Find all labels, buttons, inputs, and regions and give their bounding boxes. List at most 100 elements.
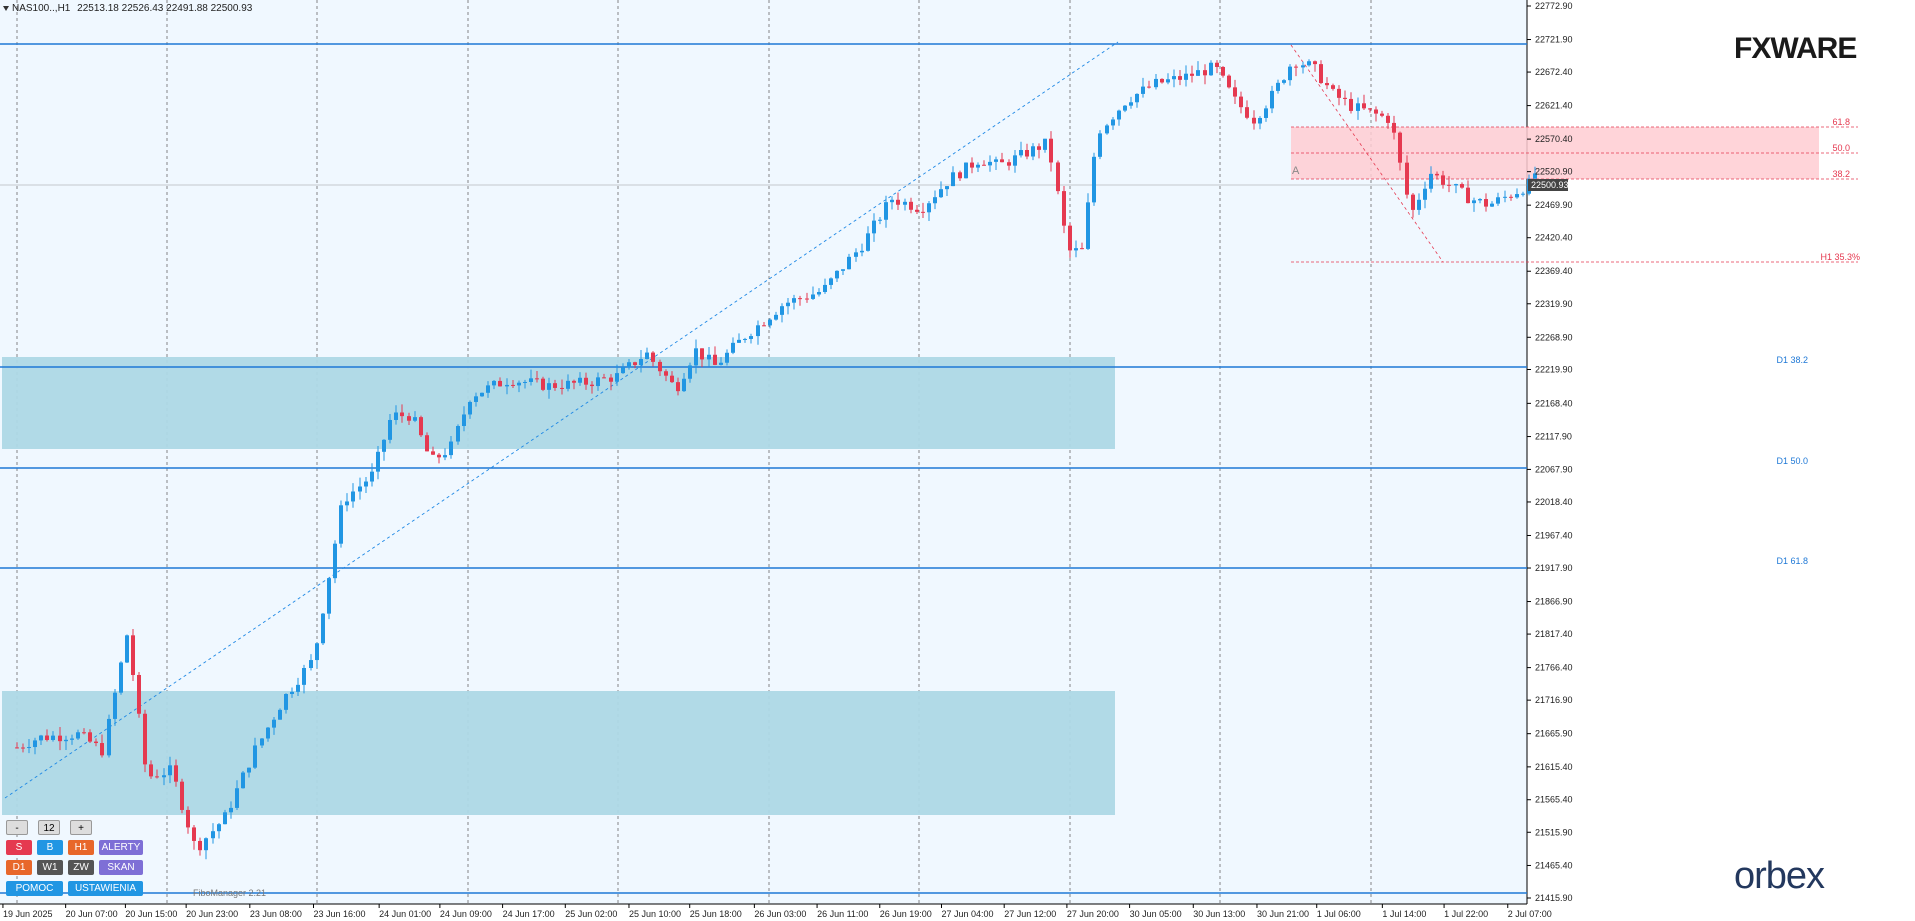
candle-body bbox=[388, 419, 392, 440]
decrease-button[interactable]: - bbox=[6, 820, 28, 835]
time-label: 19 Jun 2025 bbox=[3, 909, 53, 919]
candle-body bbox=[615, 373, 619, 382]
candle-body bbox=[1086, 202, 1090, 249]
price-label: 22621.40 bbox=[1535, 101, 1573, 111]
candle-body bbox=[1417, 199, 1421, 210]
swing-line bbox=[1290, 44, 1444, 263]
candle-body bbox=[1239, 96, 1243, 108]
candle-body bbox=[1496, 197, 1500, 204]
collapse-arrow-icon[interactable] bbox=[3, 6, 9, 11]
candle-body bbox=[1356, 103, 1360, 111]
candle-body bbox=[480, 392, 484, 397]
timeframe-d1-button[interactable]: D1 bbox=[6, 860, 32, 875]
candle-body bbox=[1080, 248, 1084, 250]
price-label: 22520.90 bbox=[1535, 167, 1573, 177]
candle-body bbox=[1325, 83, 1329, 86]
candle-body bbox=[572, 380, 576, 383]
count-field[interactable]: 12 bbox=[38, 820, 60, 835]
price-label: 21665.90 bbox=[1535, 729, 1573, 739]
fibomanager-label: FiboManager 2.21 bbox=[193, 888, 267, 898]
candle-body bbox=[309, 660, 313, 668]
increase-button[interactable]: + bbox=[70, 820, 92, 835]
time-label: 30 Jun 21:00 bbox=[1257, 909, 1309, 919]
candle-body bbox=[621, 367, 625, 374]
candle-body bbox=[1362, 103, 1366, 109]
candle-body bbox=[688, 365, 692, 379]
candle-body bbox=[315, 643, 319, 661]
candle-body bbox=[400, 412, 404, 417]
time-label: 26 Jun 11:00 bbox=[817, 909, 868, 919]
candle-body bbox=[756, 325, 760, 337]
level-label-d1_618: D1 61.8 bbox=[1776, 556, 1808, 566]
candle-body bbox=[1007, 162, 1011, 166]
sell-button[interactable]: S bbox=[6, 840, 32, 855]
candle-body bbox=[107, 718, 111, 756]
price-label: 21716.90 bbox=[1535, 695, 1573, 705]
timeframe-h1-button[interactable]: H1 bbox=[68, 840, 94, 855]
time-label: 30 Jun 13:00 bbox=[1193, 909, 1245, 919]
candle-body bbox=[1178, 76, 1182, 80]
candle-body bbox=[462, 414, 466, 427]
candle-body bbox=[174, 765, 178, 782]
price-label: 22067.90 bbox=[1535, 464, 1573, 474]
candle-body bbox=[413, 417, 417, 421]
candle-body bbox=[449, 441, 453, 456]
candle-body bbox=[321, 613, 325, 644]
candle-body bbox=[456, 426, 460, 442]
candle-body bbox=[1349, 98, 1353, 111]
candle-body bbox=[951, 172, 955, 187]
candle-body bbox=[866, 233, 870, 251]
price-label: 22219.90 bbox=[1535, 365, 1573, 375]
candle-body bbox=[1252, 117, 1256, 124]
candle-body bbox=[1062, 191, 1066, 226]
settings-button[interactable]: USTAWIENIA bbox=[68, 881, 143, 896]
candle-body bbox=[645, 352, 649, 360]
scan-button[interactable]: SKAN bbox=[99, 860, 143, 875]
candle-body bbox=[1405, 162, 1409, 195]
candle-body bbox=[1435, 173, 1439, 176]
fxware-logo: FXWARE bbox=[1734, 32, 1857, 65]
candle-body bbox=[847, 256, 851, 270]
candle-body bbox=[578, 377, 582, 383]
candle-body bbox=[296, 684, 300, 692]
price-label: 22268.90 bbox=[1535, 332, 1573, 342]
zone-upper bbox=[2, 357, 1115, 449]
candle-body bbox=[113, 692, 117, 719]
time-label: 24 Jun 09:00 bbox=[440, 909, 492, 919]
candle-body bbox=[964, 162, 968, 179]
time-label: 1 Jul 14:00 bbox=[1382, 909, 1426, 919]
candle-body bbox=[1135, 93, 1139, 103]
candle-body bbox=[1337, 88, 1341, 98]
candle-body bbox=[553, 383, 557, 388]
candle-body bbox=[1025, 150, 1029, 157]
candle-body bbox=[780, 306, 784, 315]
candle-body bbox=[168, 765, 172, 776]
candle-body bbox=[1441, 175, 1445, 185]
candle-body bbox=[529, 378, 533, 382]
candle-body bbox=[1160, 78, 1164, 83]
alerts-button[interactable]: ALERTY bbox=[99, 840, 143, 855]
time-label: 30 Jun 05:00 bbox=[1130, 909, 1182, 919]
help-button[interactable]: POMOC bbox=[6, 881, 63, 896]
candle-body bbox=[1227, 75, 1231, 88]
candle-body bbox=[1392, 122, 1396, 133]
candle-body bbox=[64, 739, 68, 742]
candle-body bbox=[658, 361, 662, 372]
candle-body bbox=[407, 416, 411, 421]
timeframe-w1-button[interactable]: W1 bbox=[37, 860, 63, 875]
candle-body bbox=[1313, 61, 1317, 65]
candle-body bbox=[1484, 199, 1488, 207]
orbex-logo: orbex bbox=[1734, 855, 1825, 897]
candle-body bbox=[223, 812, 227, 825]
ohlc-values: 22513.18 22526.43 22491.88 22500.93 bbox=[77, 3, 253, 14]
buy-button[interactable]: B bbox=[37, 840, 63, 855]
candle-body bbox=[1190, 73, 1194, 76]
price-label: 21866.90 bbox=[1535, 597, 1573, 607]
current-price-label: 22500.93 bbox=[1531, 180, 1569, 190]
candle-body bbox=[633, 362, 637, 366]
candle-body bbox=[290, 691, 294, 695]
candle-body bbox=[229, 807, 233, 813]
zw-button[interactable]: ZW bbox=[68, 860, 94, 875]
